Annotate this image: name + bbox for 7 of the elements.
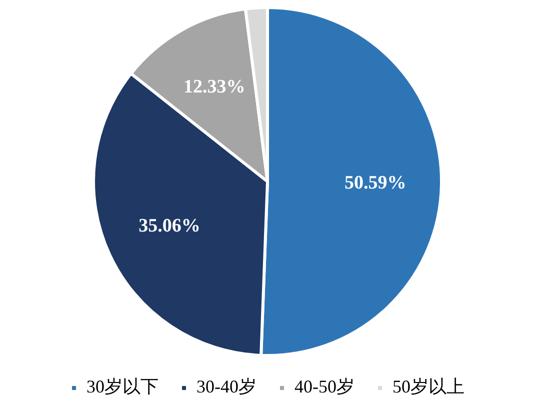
legend-label: 40-50岁: [294, 376, 354, 397]
data-label: 35.06%: [138, 216, 200, 237]
legend-label: 30-40岁: [196, 376, 257, 397]
legend-label: 50岁以上: [392, 376, 464, 397]
data-label: 50.59%: [344, 172, 406, 194]
data-label: 12.33%: [184, 76, 246, 98]
legend-label: 30岁以下: [86, 376, 159, 397]
